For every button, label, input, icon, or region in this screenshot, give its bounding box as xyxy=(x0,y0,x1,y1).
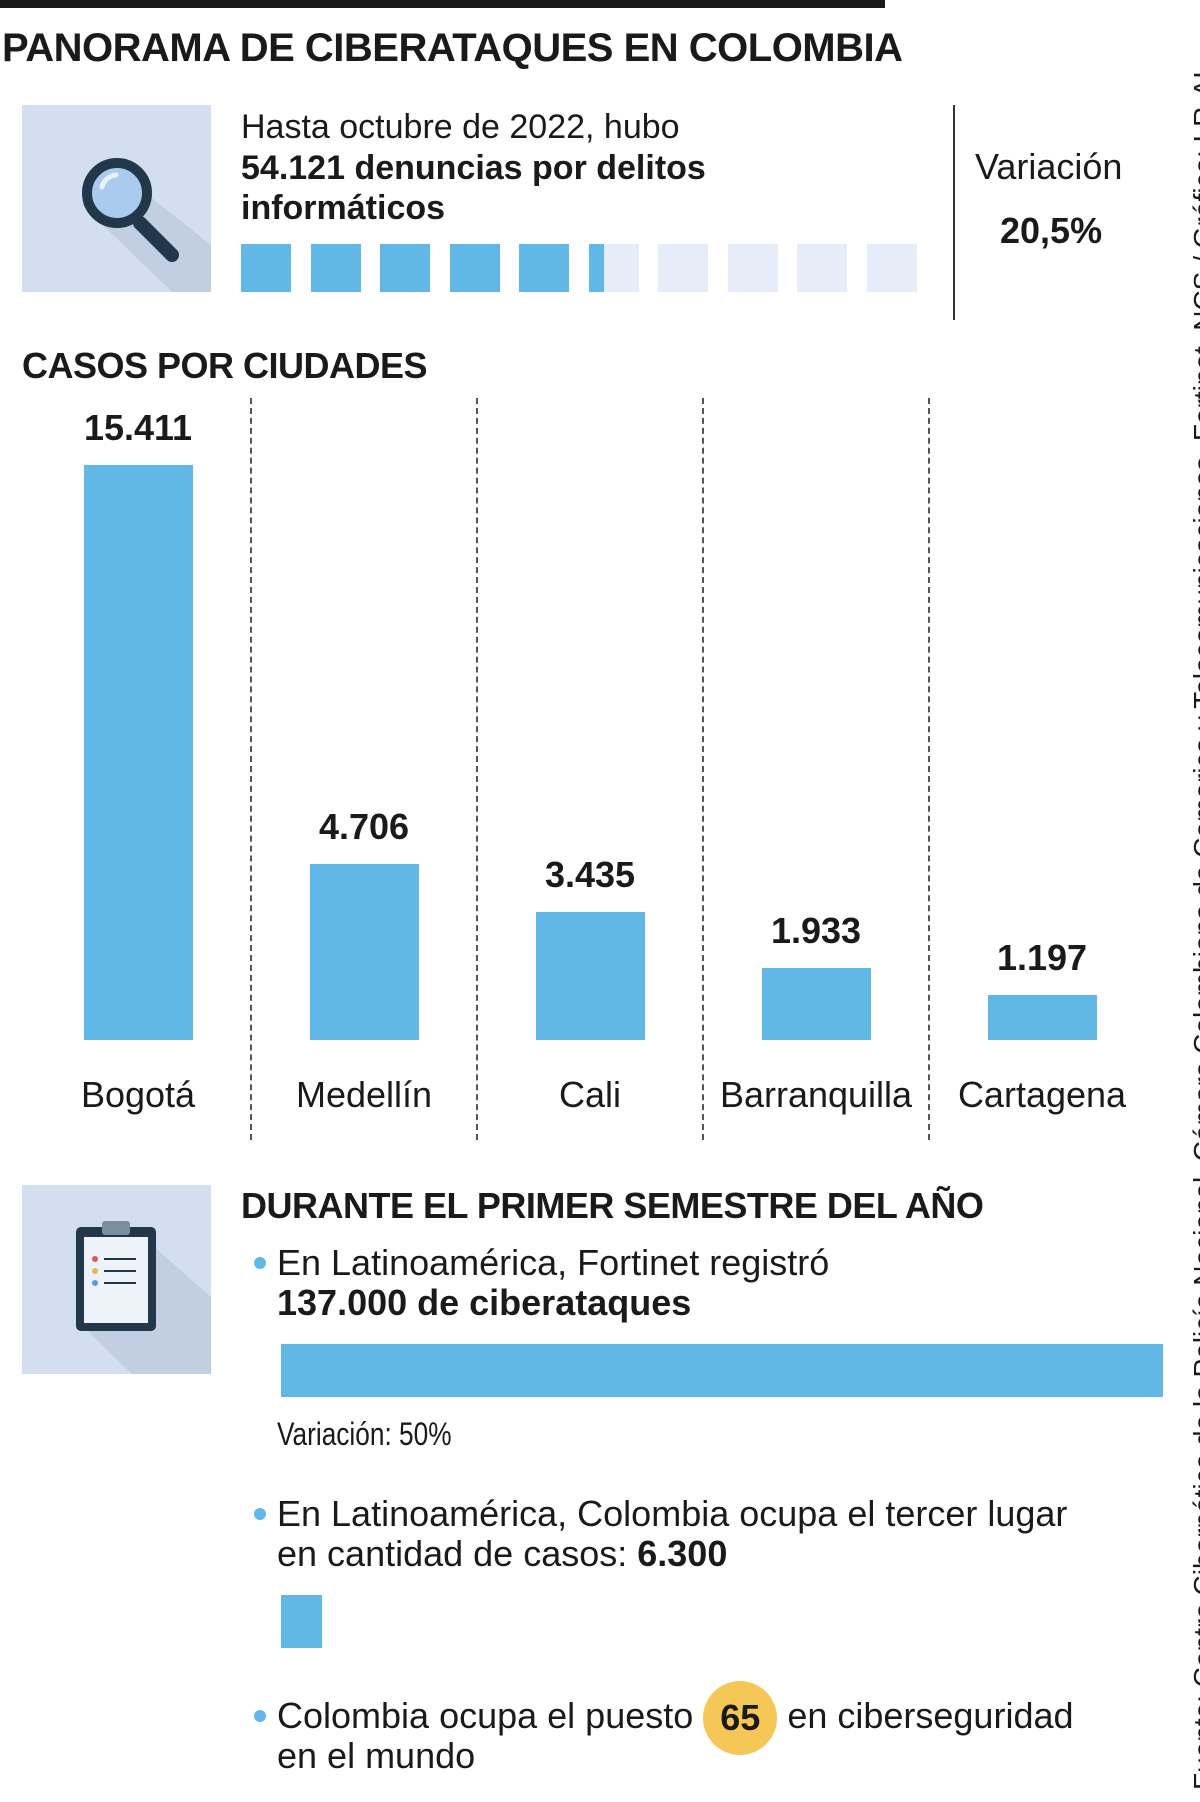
category-label: Medellín xyxy=(295,1074,433,1115)
colombia-cases-bar xyxy=(281,1595,322,1648)
colombia-rank-text: En Latinoamérica, Colombia ocupa el terc… xyxy=(277,1493,1068,1534)
intro-total-complaints: 54.121 denuncias por delitos informático… xyxy=(241,149,706,227)
rank-badge: 65 xyxy=(703,1681,778,1756)
latam-attacks-bar xyxy=(281,1344,1163,1397)
latam-variation: Variación: 50% xyxy=(277,1416,452,1452)
value-label: 15.411 xyxy=(83,407,193,448)
progress-square xyxy=(797,244,847,292)
magnifier-icon-box xyxy=(22,105,211,292)
bar-barranquilla xyxy=(761,967,871,1040)
rank-text-line2: en el mundo xyxy=(277,1735,476,1776)
page-title: PANORAMA DE CIBERATAQUES EN COLOMBIA xyxy=(2,26,903,70)
column-divider xyxy=(476,398,478,1140)
rank-text-pre: Colombia ocupa el puesto xyxy=(277,1695,694,1736)
column-divider xyxy=(250,398,252,1140)
progress-square xyxy=(519,244,569,292)
bar-medellín xyxy=(309,864,419,1040)
fortinet-text: En Latinoamérica, Fortinet registró xyxy=(277,1242,830,1283)
progress-square xyxy=(727,244,778,292)
clipboard-icon-box xyxy=(22,1185,211,1374)
bullet-icon xyxy=(254,1710,266,1722)
progress-square xyxy=(310,244,361,292)
top-rule xyxy=(0,0,885,8)
clipboard-icon xyxy=(76,1221,211,1374)
colombia-cases-text: en cantidad de casos: xyxy=(277,1533,638,1574)
progress-square xyxy=(449,244,500,292)
progress-square-fill xyxy=(310,244,361,292)
value-label: 1.197 xyxy=(996,937,1088,979)
progress-square xyxy=(866,244,917,292)
bar-cartagena xyxy=(987,995,1097,1040)
divider xyxy=(953,105,955,320)
fortinet-attacks-value: 137.000 de ciberataques xyxy=(277,1282,692,1323)
category-label: Cali xyxy=(558,1074,621,1115)
value-label: 4.706 xyxy=(318,806,410,848)
progress-square xyxy=(241,244,291,292)
value-label: 3.435 xyxy=(544,853,636,895)
column-divider xyxy=(928,398,930,1140)
progress-square-fill xyxy=(519,244,569,292)
variation-label: Variación xyxy=(975,146,1123,187)
progress-square xyxy=(658,244,708,292)
bullet-icon xyxy=(254,1508,266,1520)
progress-square-fill xyxy=(449,244,500,292)
rank-text-post: en ciberseguridad xyxy=(787,1695,1074,1736)
progress-square xyxy=(588,244,639,292)
intro-text: Hasta octubre de 2022, hubo xyxy=(241,108,680,146)
magnifier-icon xyxy=(82,158,211,292)
value-label: 1.933 xyxy=(770,909,862,951)
cities-title: CASOS POR CIUDADES xyxy=(22,345,428,386)
colombia-cases-value: 6.300 xyxy=(637,1533,728,1574)
bar-bogotá xyxy=(83,465,193,1040)
progress-square-fill xyxy=(241,244,291,292)
progress-square-fill xyxy=(588,244,604,292)
variation-value: 20,5% xyxy=(1000,210,1103,251)
category-label: Barranquilla xyxy=(719,1074,913,1115)
cybersecurity-rank-line: Colombia ocupa el puesto 65 en cibersegu… xyxy=(277,1681,1074,1756)
category-label: Cartagena xyxy=(957,1074,1127,1115)
column-divider xyxy=(702,398,704,1140)
source-note: Fuente: Centro Cibernético de la Policía… xyxy=(1188,63,1200,1790)
progress-square xyxy=(380,244,430,292)
bar-cali xyxy=(535,911,645,1040)
bullet-icon xyxy=(254,1257,266,1269)
category-label: Bogotá xyxy=(80,1074,196,1115)
colombia-cases-line: en cantidad de casos: 6.300 xyxy=(277,1534,727,1574)
progress-square-fill xyxy=(380,244,430,292)
semester-title: DURANTE EL PRIMER SEMESTRE DEL AÑO xyxy=(241,1185,984,1226)
